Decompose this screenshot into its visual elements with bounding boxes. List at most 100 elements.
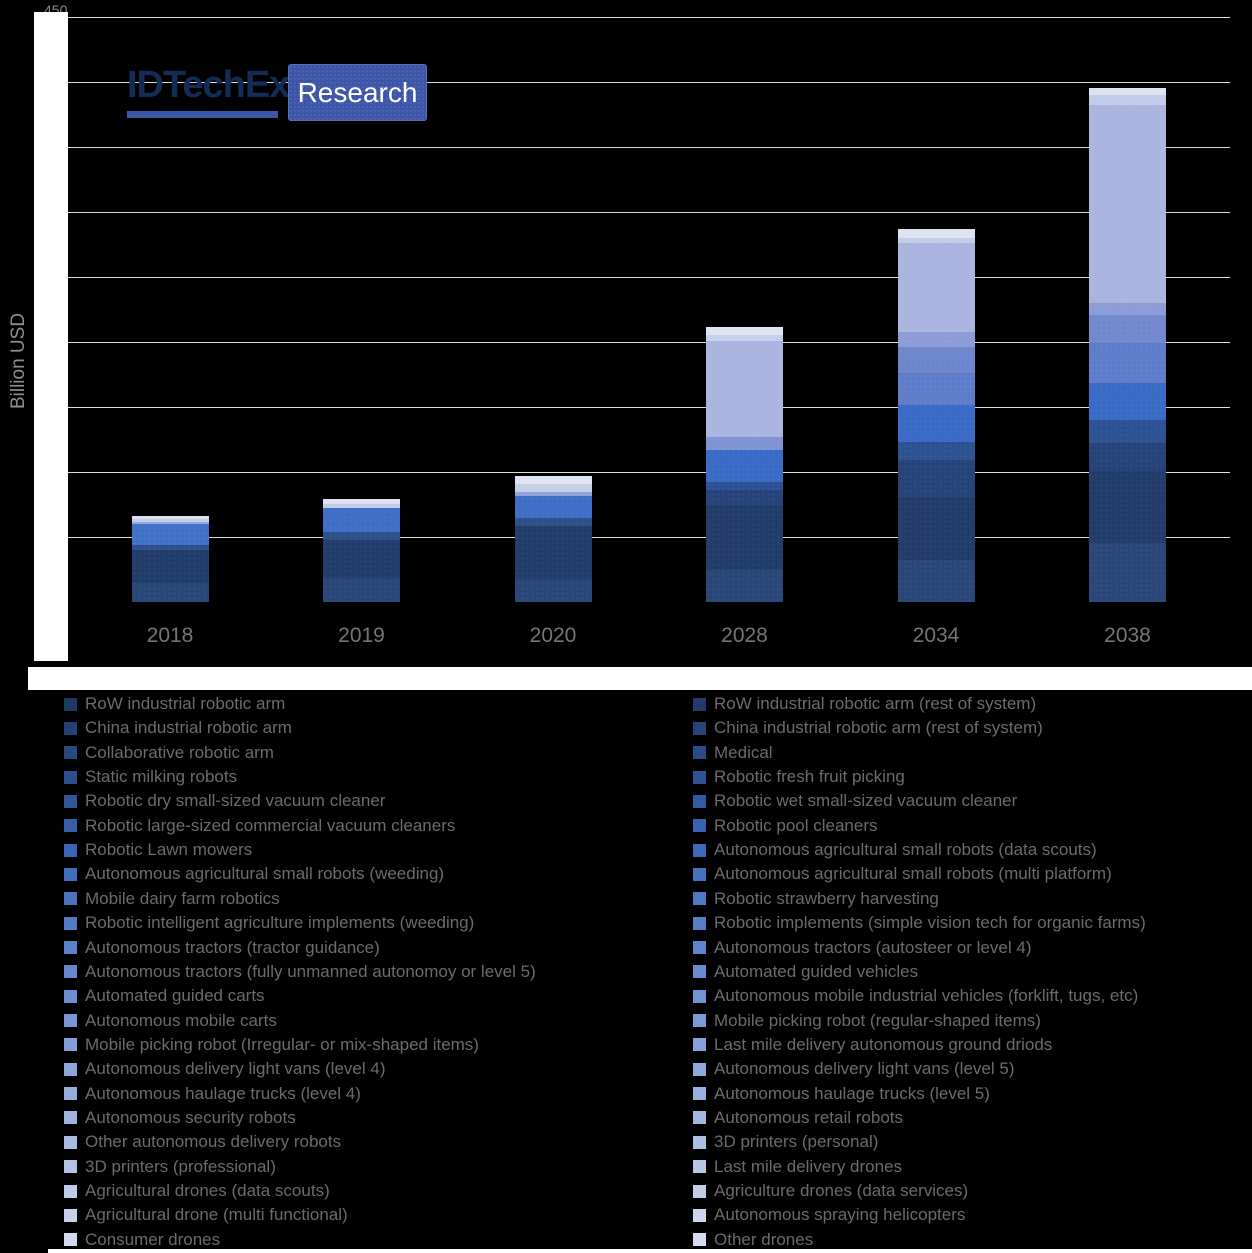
legend-label: Agricultural drone (multi functional): [85, 1205, 348, 1225]
legend-swatch: [693, 1038, 706, 1052]
bar-2038-segment-3: [1089, 419, 1166, 443]
x-axis-label-2038: 2038: [1104, 624, 1151, 647]
legend-label: Autonomous agricultural small robots (da…: [714, 840, 1097, 860]
legend-swatch: [693, 1160, 706, 1174]
x-axis-label-2028: 2028: [721, 624, 768, 647]
legend-swatch: [693, 1184, 706, 1198]
legend-item: Robotic strawberry harvesting: [693, 887, 939, 911]
bar-2020-segment-3: [514, 496, 592, 519]
legend-label: 3D printers (professional): [85, 1156, 276, 1176]
legend-swatch: [693, 1208, 706, 1222]
gridline-400: [68, 82, 1230, 83]
bar-2020-segment-2: [514, 518, 592, 527]
legend-item: Robotic intelligent agriculture implemen…: [64, 911, 474, 935]
bar-2028: [706, 327, 783, 602]
bar-2028-segment-0: [706, 570, 783, 602]
gridline-200: [68, 342, 1230, 343]
bar-2018-segment-5: [131, 519, 209, 523]
legend-item: Autonomous spraying helicopters: [693, 1203, 965, 1227]
legend-swatch: [693, 819, 706, 833]
legend-label: RoW industrial robotic arm (rest of syst…: [714, 694, 1037, 713]
bar-2028-segment-8: [706, 327, 783, 336]
bar-2018-segment-3: [131, 524, 209, 546]
legend-label: Robotic intelligent agriculture implemen…: [85, 913, 475, 933]
bar-2028-segment-4: [706, 450, 783, 483]
bar-2019-segment-5: [323, 498, 400, 504]
bar-2018-segment-6: [131, 516, 209, 520]
legend-item: Automated guided carts: [64, 984, 265, 1008]
legend-swatch: [64, 1135, 77, 1149]
legend-label: Autonomous tractors (autosteer or level …: [714, 937, 1032, 957]
legend-label: Robotic Lawn mowers: [85, 840, 253, 860]
legend-label: Automated guided carts: [85, 986, 265, 1006]
bar-2034-segment-4: [897, 404, 975, 442]
bar-2034-segment-6: [897, 346, 975, 373]
legend-item: Autonomous security robots: [64, 1106, 296, 1130]
bar-2038-segment-10: [1089, 87, 1166, 95]
legend-label: Autonomous agricultural small robots (mu…: [714, 864, 1112, 884]
legend-label: Agriculture drones (data services): [714, 1181, 969, 1200]
legend-label: Robotic fresh fruit picking: [714, 767, 905, 787]
legend-label: Robotic implements (simple vision tech f…: [714, 913, 1146, 933]
bar-2034-segment-1: [897, 496, 975, 560]
legend-item: Agricultural drone (multi functional): [64, 1203, 348, 1227]
legend-label: Automated guided vehicles: [714, 961, 919, 981]
legend-swatch: [693, 721, 706, 735]
legend-swatch: [693, 867, 706, 881]
bar-2034-segment-0: [897, 560, 975, 602]
legend-label: Autonomous haulage trucks (level 5): [714, 1083, 990, 1103]
legend-item: RoW industrial robotic arm (rest of syst…: [693, 692, 1036, 716]
legend-item: Autonomous haulage trucks (level 5): [693, 1082, 990, 1106]
bar-2034-segment-2: [897, 459, 975, 497]
bar-2034-segment-9: [897, 238, 975, 243]
legend-swatch: [64, 1062, 77, 1076]
legend-swatch: [64, 1160, 77, 1174]
legend-item: 3D printers (professional): [64, 1155, 276, 1179]
legend-item: Autonomous agricultural small robots (we…: [64, 862, 444, 886]
legend-label: Robotic strawberry harvesting: [714, 888, 939, 908]
x-axis-label-2034: 2034: [912, 624, 960, 647]
bar-2020-segment-1: [514, 526, 592, 581]
legend-swatch: [693, 892, 706, 906]
bar-2019-segment-1: [323, 539, 400, 578]
legend-swatch: [693, 770, 706, 784]
legend-swatch: [693, 1111, 706, 1125]
legend-swatch: [693, 794, 706, 808]
bar-2038-segment-2: [1089, 442, 1166, 470]
legend-label: China industrial robotic arm: [85, 718, 292, 738]
legend-label: Agricultural drones (data scouts): [85, 1181, 330, 1200]
legend-label: Autonomous haulage trucks (level 4): [85, 1083, 361, 1103]
gridline-300: [68, 212, 1230, 213]
bar-2020-segment-0: [514, 580, 592, 602]
legend-swatch: [64, 1014, 77, 1028]
legend-item: Autonomous agricultural small robots (da…: [693, 838, 1097, 862]
bar-2038: [1089, 87, 1166, 602]
legend-item: Medical: [693, 741, 773, 765]
legend-item: Static milking robots: [64, 765, 237, 789]
legend-swatch: [64, 746, 77, 760]
legend-label: Autonomous agricultural small robots (we…: [85, 864, 445, 884]
legend-label: Mobile picking robot (regular-shaped ite…: [714, 1010, 1041, 1030]
legend-item: Robotic fresh fruit picking: [693, 765, 905, 789]
legend-item: Last mile delivery autonomous ground dri…: [693, 1033, 1052, 1057]
legend-swatch: [64, 867, 77, 881]
legend-item: China industrial robotic arm: [64, 716, 292, 740]
legend-item: Mobile dairy farm robotics: [64, 887, 280, 911]
bar-2018-segment-4: [131, 522, 209, 525]
legend-swatch: [64, 770, 77, 784]
bar-2038-segment-5: [1089, 342, 1166, 383]
bar-2020-segment-5: [514, 484, 592, 493]
legend-swatch: [693, 916, 706, 930]
legend-swatch: [64, 989, 77, 1003]
bar-2034-segment-10: [897, 229, 975, 239]
legend-swatch: [693, 697, 706, 711]
legend-swatch: [64, 1111, 77, 1125]
bar-2038-segment-1: [1089, 469, 1166, 543]
legend-label: Robotic pool cleaners: [714, 815, 878, 835]
bar-2020: [514, 475, 592, 602]
legend-swatch: [693, 965, 706, 979]
gridline-450: [68, 17, 1230, 18]
plot-legend-divider-strip: [28, 667, 1252, 690]
legend-label: Autonomous delivery light vans (level 5): [714, 1059, 1015, 1079]
legend-label: Robotic large-sized commercial vacuum cl…: [85, 815, 456, 835]
